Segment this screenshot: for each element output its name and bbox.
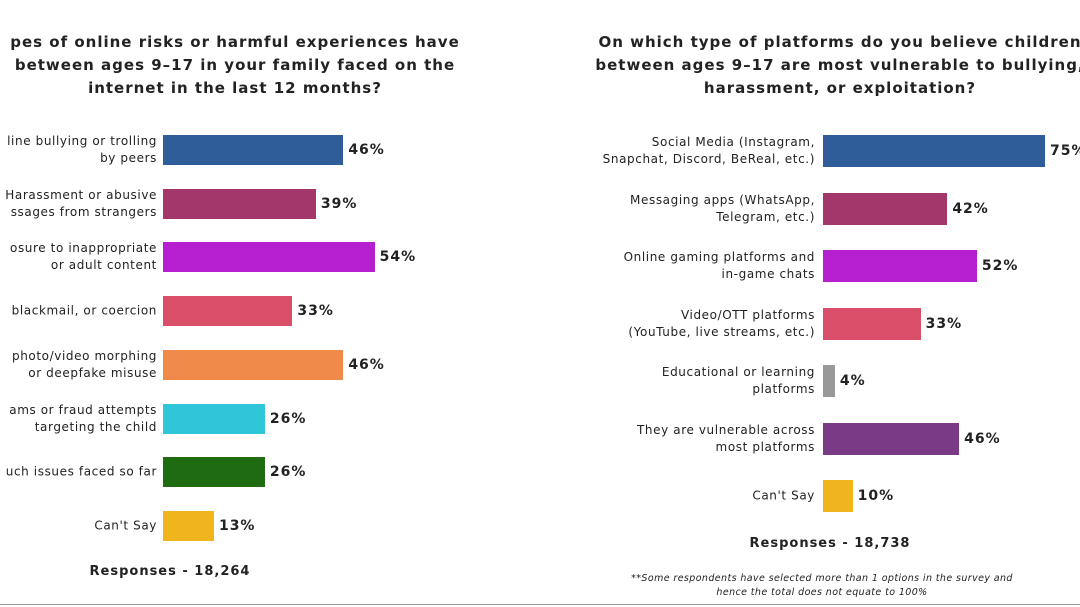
bar (163, 188, 316, 219)
category-label: line bullying or trolling by peers (7, 134, 157, 165)
category-label: ams or fraud attempts targeting the chil… (9, 402, 157, 434)
responses-footer: Responses - 18,264 (89, 564, 251, 579)
value-label: 46% (348, 142, 385, 158)
category-label: uch issues faced so far (5, 464, 157, 479)
bar (163, 457, 265, 488)
bar (823, 307, 921, 340)
category-label: photo/video morphing or deepfake misuse (12, 348, 157, 380)
bar (163, 510, 214, 541)
category-label: Can't Say (94, 518, 157, 533)
bar (163, 349, 344, 380)
value-label: 54% (379, 249, 417, 266)
category-label: Harassment or abusive ssages from strang… (5, 187, 157, 219)
value-label: 42% (952, 200, 989, 217)
category-label: Messaging apps (WhatsApp, Telegram, etc.… (630, 192, 815, 224)
bar (823, 192, 948, 225)
footnote: **Some respondents have selected more th… (631, 573, 1013, 598)
category-label: Educational or learning platforms (661, 365, 815, 396)
value-label: 75% (1050, 143, 1080, 159)
bar (823, 365, 835, 397)
bar (823, 250, 977, 282)
value-label: 26% (269, 410, 307, 427)
value-label: 39% (320, 195, 358, 212)
category-label: Can't Say (752, 488, 815, 503)
bar (163, 242, 375, 273)
category-label: Online gaming platforms and in-game chat… (623, 250, 815, 281)
bar (823, 422, 960, 455)
value-label: 13% (218, 517, 256, 534)
value-label: 52% (981, 258, 1019, 274)
value-label: 4% (839, 373, 866, 389)
chart-title: On which type of platforms do you believ… (595, 33, 1080, 97)
category-label: osure to inappropriate or adult content (10, 241, 157, 273)
bar (163, 135, 344, 165)
category-label: They are vulnerable across most platform… (637, 422, 815, 454)
value-label: 33% (297, 303, 334, 320)
value-label: 10% (857, 488, 895, 504)
bar (163, 403, 265, 434)
value-label: 46% (348, 356, 385, 373)
value-label: 33% (925, 315, 963, 332)
bar (163, 296, 293, 327)
value-label: 46% (964, 430, 1001, 447)
chart-title: pes of online risks or harmful experienc… (10, 33, 460, 97)
value-label: 26% (269, 464, 307, 481)
bar (823, 135, 1045, 167)
responses-footer: Responses - 18,738 (749, 536, 911, 551)
category-label: Social Media (Instagram, Snapchat, Disco… (602, 135, 815, 166)
bar (823, 480, 853, 512)
category-label: blackmail, or coercion (11, 303, 157, 318)
bottom-rule (0, 604, 1080, 605)
category-label: Video/OTT platforms (YouTube, live strea… (628, 307, 815, 339)
